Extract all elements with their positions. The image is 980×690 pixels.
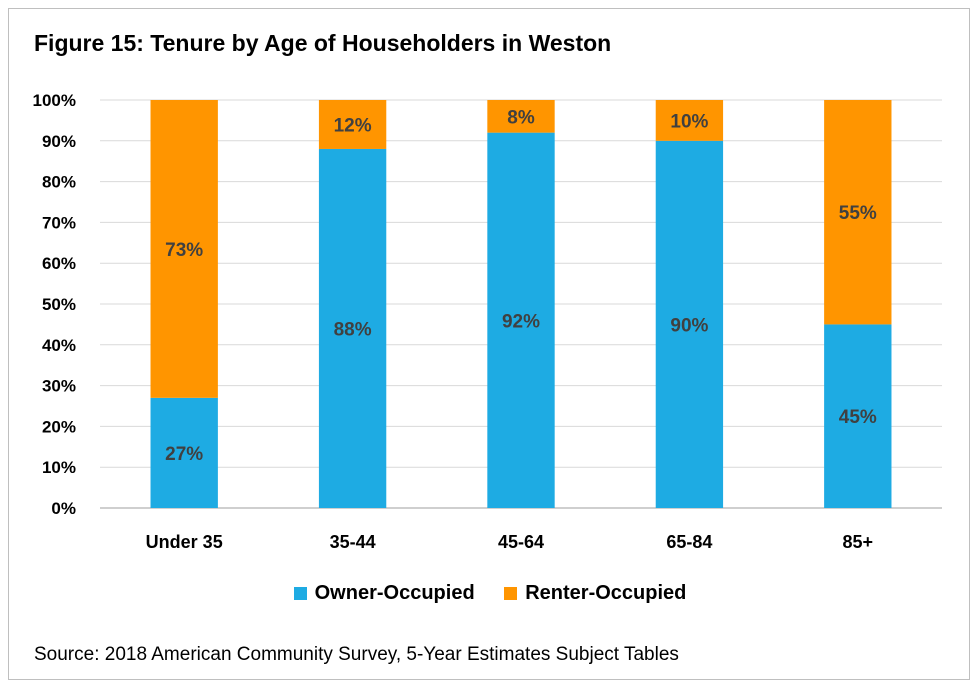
data-label-renter: 73% [165, 240, 203, 261]
bar-owner [824, 324, 892, 508]
bar-renter [824, 100, 892, 325]
legend-label-renter: Renter-Occupied [525, 582, 687, 604]
y-tick-label: 10% [42, 458, 76, 477]
bar-renter [318, 100, 387, 149]
bar-renter [150, 100, 218, 398]
y-tick-label: 70% [42, 213, 76, 232]
data-label-owner: 92% [502, 311, 540, 332]
y-tick-label: 20% [42, 417, 76, 436]
y-tick-label: 50% [42, 295, 76, 314]
legend-swatch-owner [293, 587, 307, 600]
bar-renter [655, 100, 724, 141]
data-label-owner: 90% [670, 315, 708, 336]
y-tick-label: 90% [42, 132, 76, 151]
y-tick-label: 40% [42, 336, 76, 355]
x-tick-label: Under 35 [146, 532, 223, 552]
x-tick-label: 65-84 [666, 532, 712, 552]
data-label-renter: 10% [670, 111, 708, 132]
data-label-renter: 8% [507, 107, 535, 128]
bar-renter [487, 100, 555, 133]
legend-label-owner: Owner-Occupied [314, 582, 475, 604]
bar-owner [655, 140, 724, 509]
bar-owner [150, 397, 218, 508]
data-label-renter: 12% [334, 115, 372, 136]
data-label-renter: 55% [839, 203, 877, 224]
bar-owner [487, 132, 555, 508]
legend-item-owner: Owner-Occupied [293, 582, 475, 605]
y-tick-label: 60% [42, 254, 76, 273]
chart-plot: 0% 10% 20% 30% 40% 50% 60% 70% 80% 90% 100% 27% 73% U… [33, 91, 942, 552]
y-tick-label: 30% [42, 377, 76, 396]
legend-swatch-renter [504, 587, 518, 600]
y-tick-label: 0% [51, 499, 76, 518]
data-label-owner: 45% [839, 407, 877, 428]
x-tick-label: 45-64 [498, 532, 544, 552]
data-label-owner: 88% [334, 319, 372, 340]
chart-title: Figure 15: Tenure by Age of Householders… [34, 30, 612, 56]
legend-item-renter: Renter-Occupied [504, 582, 686, 605]
x-tick-label: 85+ [843, 532, 874, 552]
data-label-owner: 27% [165, 444, 203, 465]
source-note: Source: 2018 American Community Survey, … [34, 644, 679, 665]
bar-owner [318, 148, 387, 508]
x-tick-label: 35-44 [330, 532, 376, 552]
y-tick-label: 100% [33, 91, 76, 110]
y-tick-label: 80% [42, 173, 76, 192]
chart-legend: Owner-Occupied Renter-Occupied [0, 582, 980, 606]
